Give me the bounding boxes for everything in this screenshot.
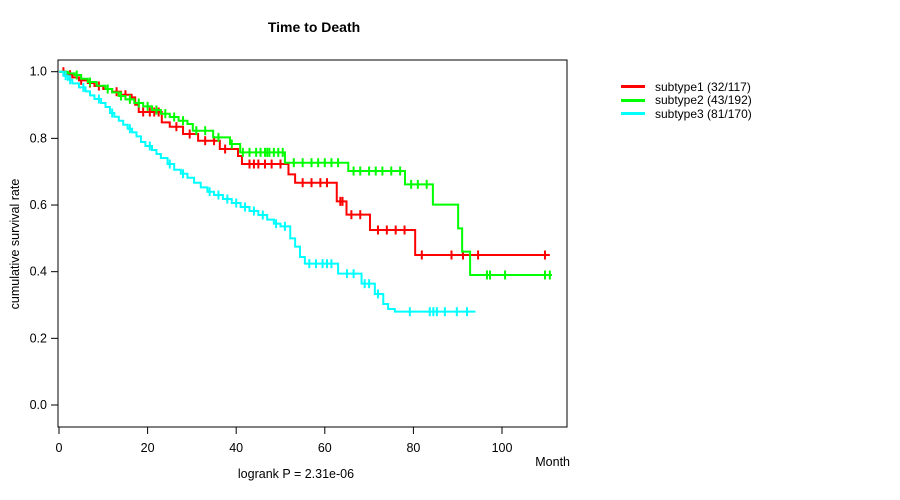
legend-label: subtype1 (32/117): [655, 79, 751, 94]
plot-box: [57, 59, 568, 428]
legend-line-subtype2: [621, 98, 645, 102]
y-axis-label: cumulative survival rate: [8, 178, 22, 310]
y-tick-label: 0.6: [30, 198, 47, 212]
x-tick-label: 60: [318, 441, 332, 455]
legend-line-subtype3: [621, 112, 645, 116]
y-tick-label: 0.0: [30, 398, 47, 412]
chart-title: Time to Death: [267, 19, 361, 35]
x-tick-label: 80: [406, 441, 420, 455]
legend-label: subtype3 (81/170): [655, 106, 752, 121]
survival-curve-subtype2: [59, 70, 553, 277]
y-tick-label: 0.2: [30, 331, 47, 345]
legend-item-subtype2: subtype2 (43/192): [621, 93, 752, 108]
legend-line-subtype1: [621, 85, 645, 89]
y-tick-label: 0.4: [30, 265, 47, 279]
y-tick-label: 1.0: [30, 65, 47, 79]
legend: subtype1 (32/117) subtype2 (43/192) subtyp…: [621, 80, 752, 121]
x-tick-label: 40: [229, 441, 243, 455]
x-tick-label: 20: [141, 441, 155, 455]
logrank-pvalue: logrank P = 2.31e-06: [237, 467, 355, 481]
legend-item-subtype3: subtype3 (81/170): [621, 107, 752, 121]
y-tick-label: 0.8: [30, 131, 47, 145]
x-tick-label: 100: [492, 441, 513, 455]
x-tick-label: 0: [56, 441, 63, 455]
x-axis-label: Month: [535, 455, 570, 469]
legend-item-subtype1: subtype1 (32/117): [621, 80, 752, 94]
legend-label: subtype2 (43/192): [655, 93, 752, 108]
survival-curve-subtype3: [59, 70, 476, 313]
